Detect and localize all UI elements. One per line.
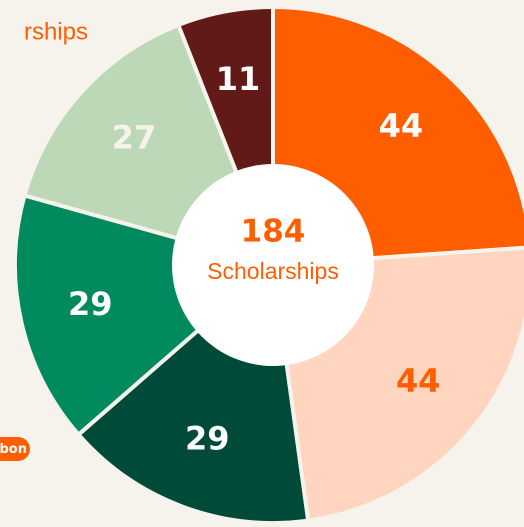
badge-bg bbox=[0, 437, 30, 461]
chart-title: rships bbox=[24, 18, 88, 45]
value-label: 27 bbox=[112, 119, 157, 157]
value-label: 29 bbox=[185, 419, 230, 457]
center-hole bbox=[172, 164, 374, 366]
center-label: Scholarships bbox=[207, 258, 339, 284]
value-label: 11 bbox=[216, 60, 261, 98]
value-label: 29 bbox=[68, 285, 113, 323]
value-label: 44 bbox=[396, 362, 441, 400]
total: 184 bbox=[241, 214, 306, 250]
value-label: 44 bbox=[379, 107, 424, 145]
